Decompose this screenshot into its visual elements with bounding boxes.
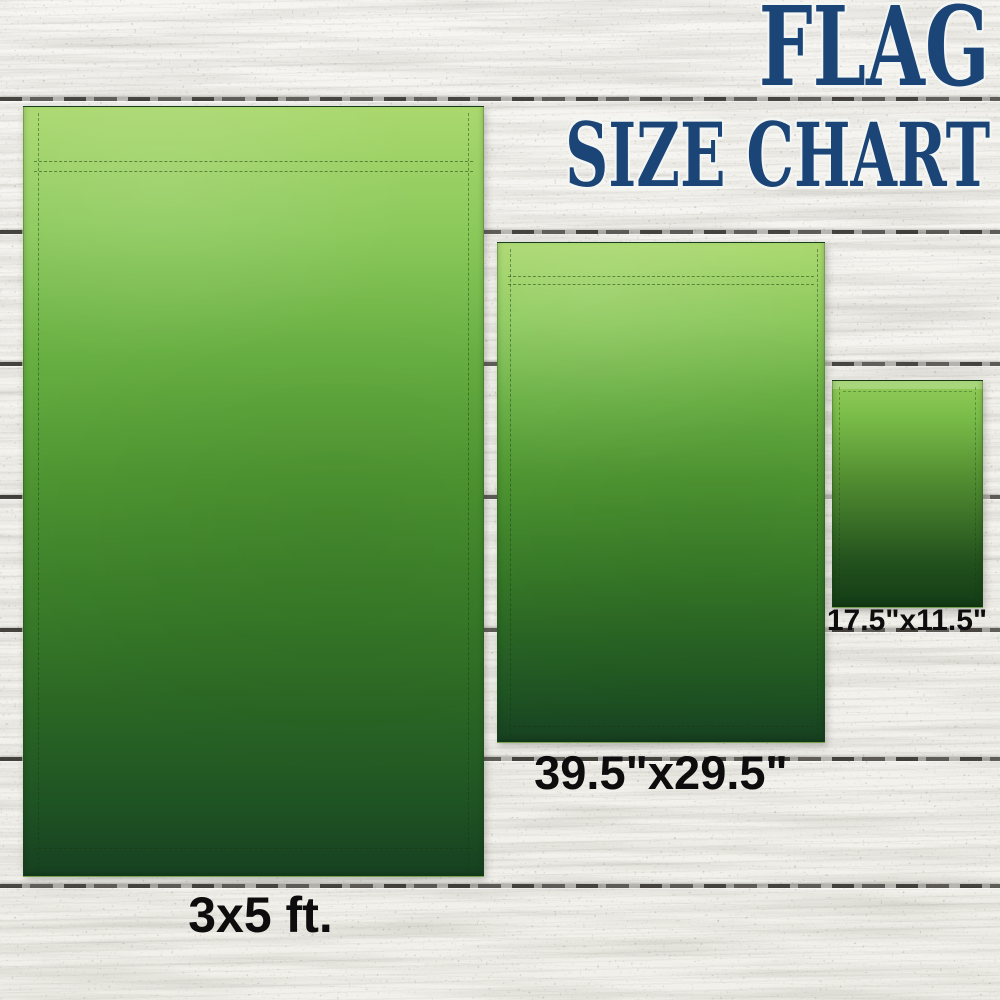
sleeve-stitch-line [34,161,473,162]
edge-stitch-line [817,249,818,736]
hem-stitch-line [508,726,814,727]
edge-stitch-line [975,387,976,601]
flag-small [832,380,983,608]
flag-small-size-label: 17.5"x11.5" [826,604,988,637]
title-line-flag: FLAG [759,0,990,111]
edge-stitch-line [468,113,469,870]
flag-large [23,106,484,877]
sleeve-stitch-line [34,171,473,172]
hem-stitch-line [34,848,473,849]
sleeve-stitch-line [843,391,972,392]
flag-medium-size-label: 39.5"x29.5" [534,746,788,799]
title-line-size-chart: SIZE CHART [564,103,990,207]
edge-stitch-line [510,249,511,736]
sleeve-stitch-line [508,276,814,277]
edge-stitch-line [839,387,840,601]
flag-medium [497,242,825,743]
flag-large-size-label: 3x5 ft. [188,887,333,943]
edge-stitch-line [38,113,39,870]
sleeve-stitch-line [508,284,814,285]
